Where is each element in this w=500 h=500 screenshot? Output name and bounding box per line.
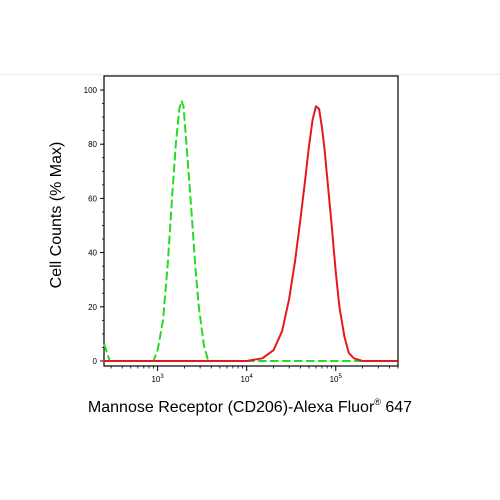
series-layer bbox=[103, 99, 398, 362]
top-divider bbox=[0, 74, 500, 75]
y-tick-label: 80 bbox=[88, 140, 97, 149]
trademark-symbol: ® bbox=[374, 397, 381, 407]
y-tick-label: 60 bbox=[88, 194, 97, 203]
y-tick-label: 20 bbox=[88, 303, 97, 312]
x-axis-label-suffix: 647 bbox=[385, 399, 413, 416]
y-tick-label: 40 bbox=[88, 249, 97, 258]
x-axis-label-text: Mannose Receptor (CD206)-Alexa Fluor bbox=[87, 399, 375, 416]
series-line-1 bbox=[103, 99, 398, 362]
y-axis-label: Cell Counts (% Max) bbox=[48, 141, 65, 289]
x-tick-label: 104 bbox=[241, 374, 254, 384]
series-line-2 bbox=[103, 105, 398, 362]
x-axis-label: Mannose Receptor (CD206)-Alexa Fluor® 64… bbox=[88, 397, 412, 417]
x-tick-label: 103 bbox=[151, 374, 164, 384]
plot-frame bbox=[103, 75, 399, 367]
y-tick-label: 100 bbox=[84, 86, 98, 95]
y-tick-label: 0 bbox=[93, 357, 98, 366]
axes-ticks: 0 20 40 60 80 100 103 104 105 bbox=[84, 86, 399, 384]
x-tick-label: 105 bbox=[330, 374, 343, 384]
